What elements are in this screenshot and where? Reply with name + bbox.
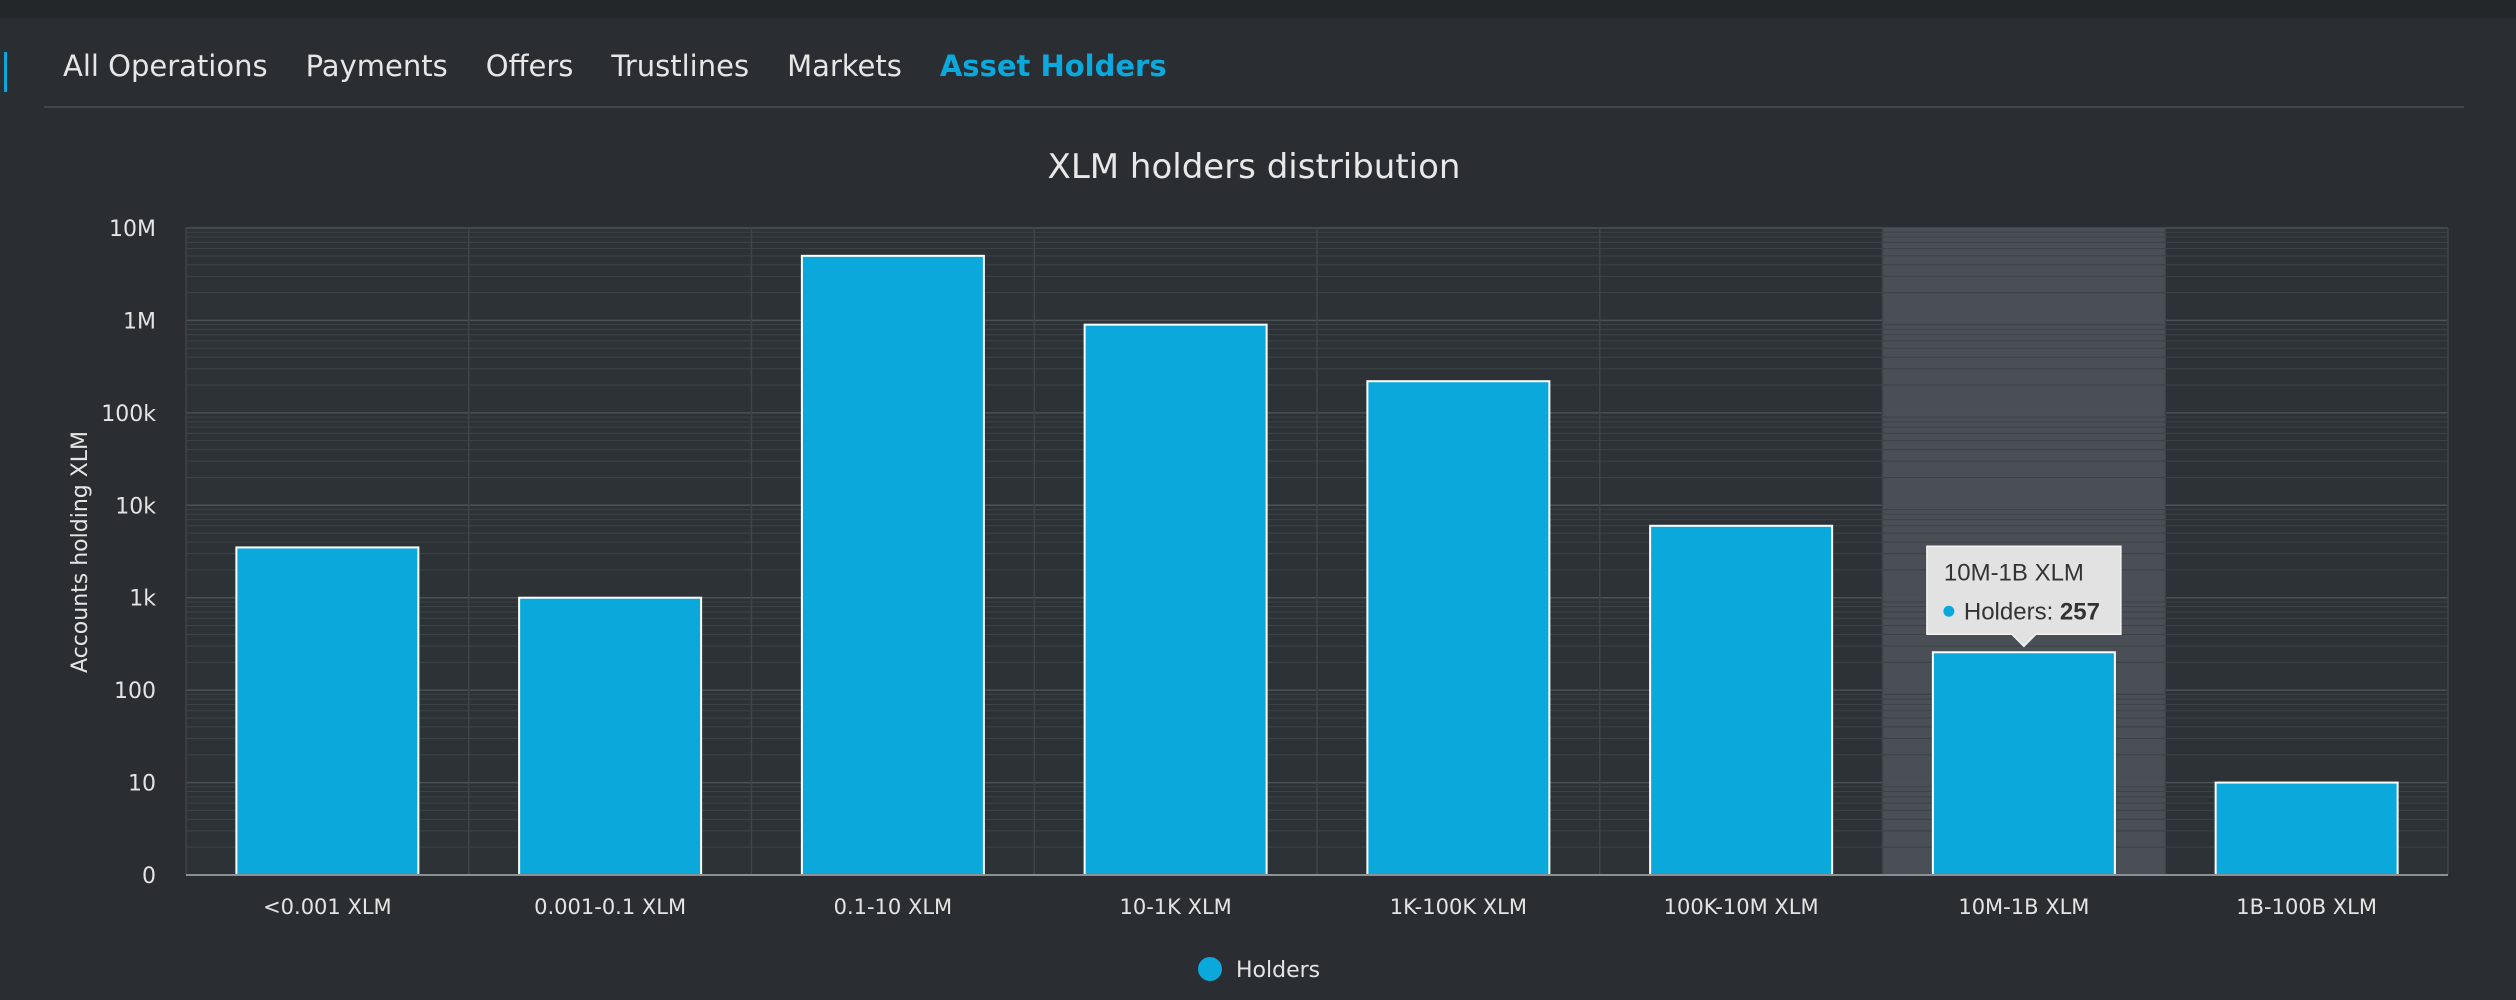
y-axis-label: Accounts holding XLM (68, 431, 93, 673)
x-tick-label: <0.001 XLM (263, 895, 392, 919)
x-tick-label: 10M-1B XLM (1958, 895, 2089, 919)
bar-1k-100k-xlm[interactable] (1366, 380, 1551, 876)
legend-label-holders: Holders (1236, 958, 1320, 983)
bar-0-1-10-xlm[interactable] (800, 254, 985, 876)
x-tick-label: 0.001-0.1 XLM (534, 895, 686, 919)
bar-0-001-0-1-xlm[interactable] (518, 596, 703, 876)
plot-area: 0 10 100 1k 10k 100k 1M 10M <0.001 XLM 0.001-0.1 … (101, 217, 2449, 919)
chart-legend[interactable]: Holders (1198, 957, 1320, 983)
bar-0-001-xlm[interactable] (235, 546, 420, 877)
tooltip-series-dot-icon (1943, 605, 1955, 617)
y-tick-label: 10 (128, 772, 156, 797)
x-tick-label: 0.1-10 XLM (834, 895, 953, 919)
y-tick-label: 1M (123, 309, 156, 334)
bar-100k-10m-xlm[interactable] (1649, 524, 1834, 877)
y-tick-label: 100 (114, 679, 156, 704)
x-tick-label: 100K-10M XLM (1664, 895, 1819, 919)
bar-1b-100b-xlm[interactable] (2214, 781, 2399, 876)
tab-all-operations[interactable]: All Operations (63, 49, 268, 83)
tooltip-value: 257 (2060, 598, 2100, 625)
y-tick-label: 0 (142, 864, 156, 889)
tab-bar: All Operations Payments Offers Trustline… (44, 30, 1186, 108)
x-tick-label: 10-1K XLM (1119, 895, 1231, 919)
legend-marker-icon (1198, 957, 1222, 981)
tooltip-title: 10M-1B XLM (1944, 559, 2084, 586)
tab-trustlines[interactable]: Trustlines (611, 49, 750, 83)
x-tick-label: 1B-100B XLM (2236, 895, 2377, 919)
bar-10m-1b-xlm[interactable] (1931, 651, 2116, 876)
tooltip-box (1926, 545, 2122, 648)
tab-markets[interactable]: Markets (787, 49, 902, 83)
y-tick-label: 1k (129, 587, 156, 612)
y-tick-label: 100k (101, 402, 156, 427)
tab-bar-divider (44, 106, 2464, 108)
bar-10-1k-xlm[interactable] (1083, 323, 1268, 876)
left-accent-bar (4, 52, 7, 92)
y-tick-label: 10k (115, 494, 156, 519)
x-tick-label: 1K-100K XLM (1390, 895, 1527, 919)
window-top-strip (0, 0, 2516, 18)
tab-payments[interactable]: Payments (305, 49, 448, 83)
chart-title: XLM holders distribution (1048, 147, 1461, 187)
tab-offers[interactable]: Offers (485, 49, 574, 83)
y-tick-label: 10M (109, 217, 156, 242)
tooltip-series-label: Holders: 257 (1964, 598, 2100, 625)
